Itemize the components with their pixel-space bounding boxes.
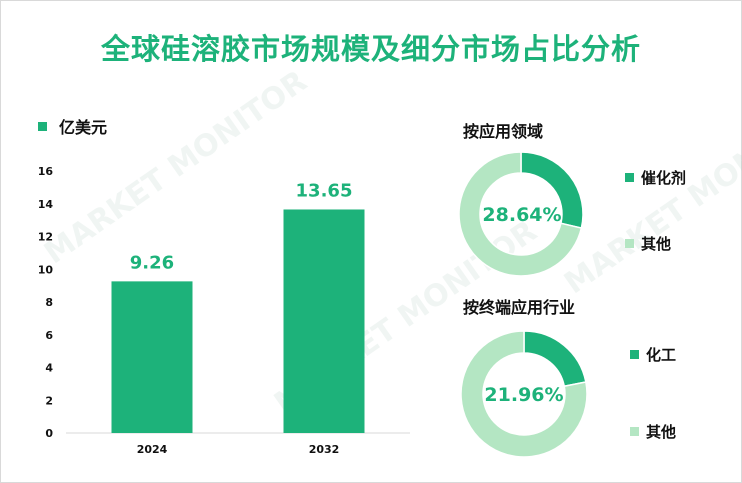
- donut2-legend-item-0: 化工: [630, 344, 676, 365]
- y-tick-label: 6: [45, 329, 53, 342]
- donut1-center-label: 28.64%: [482, 204, 562, 226]
- bar-2032: [283, 209, 365, 433]
- y-tick-label: 0: [45, 427, 53, 440]
- donut1-legend-item-1: 其他: [625, 233, 671, 254]
- donut2-title: 按终端应用行业: [463, 298, 576, 317]
- bar-series: 9.26 13.65: [111, 180, 365, 433]
- y-tick-label: 12: [38, 231, 53, 244]
- x-tick-label: 2032: [309, 443, 340, 456]
- bar-data-label: 9.26: [130, 252, 174, 273]
- chart-title: 全球硅溶胶市场规模及细分市场占比分析: [100, 32, 641, 66]
- donut-slice-0: [523, 330, 587, 388]
- x-tick-label: 2024: [137, 443, 168, 456]
- legend-label: 催化剂: [641, 169, 687, 187]
- bar-2024: [111, 281, 193, 433]
- donut2-center-label: 21.96%: [484, 384, 564, 406]
- legend-swatch: [625, 173, 634, 182]
- x-axis-ticks: 2024 2032: [137, 443, 340, 456]
- legend-swatch: [625, 239, 634, 248]
- legend-label: 化工: [646, 346, 677, 364]
- donut2-slices: [460, 330, 588, 458]
- y-tick-label: 2: [45, 394, 53, 407]
- donut2-legend-item-1: 其他: [630, 421, 676, 442]
- y-axis-ticks: 0 2 4 6 8 10 12 14 16: [38, 165, 54, 440]
- legend-swatch: [38, 121, 47, 131]
- y-tick-label: 4: [45, 362, 53, 375]
- donut-slice-1: [460, 330, 588, 458]
- donut-slice-1: [458, 151, 583, 277]
- bar-legend: 亿美元: [38, 114, 107, 138]
- donut1-legend-item-0: 催化剂: [625, 167, 686, 188]
- legend-label: 其他: [641, 235, 672, 253]
- bar-data-label: 13.65: [296, 180, 353, 201]
- legend-label: 亿美元: [59, 118, 108, 137]
- y-tick-label: 14: [38, 198, 54, 211]
- legend-label: 其他: [646, 423, 677, 441]
- y-tick-label: 10: [38, 263, 54, 276]
- y-tick-label: 16: [38, 165, 54, 178]
- donut1-slices: [458, 151, 584, 277]
- donut1-title: 按应用领域: [463, 122, 544, 141]
- legend-swatch: [630, 427, 639, 436]
- y-tick-label: 8: [45, 296, 53, 309]
- legend-swatch: [630, 350, 639, 359]
